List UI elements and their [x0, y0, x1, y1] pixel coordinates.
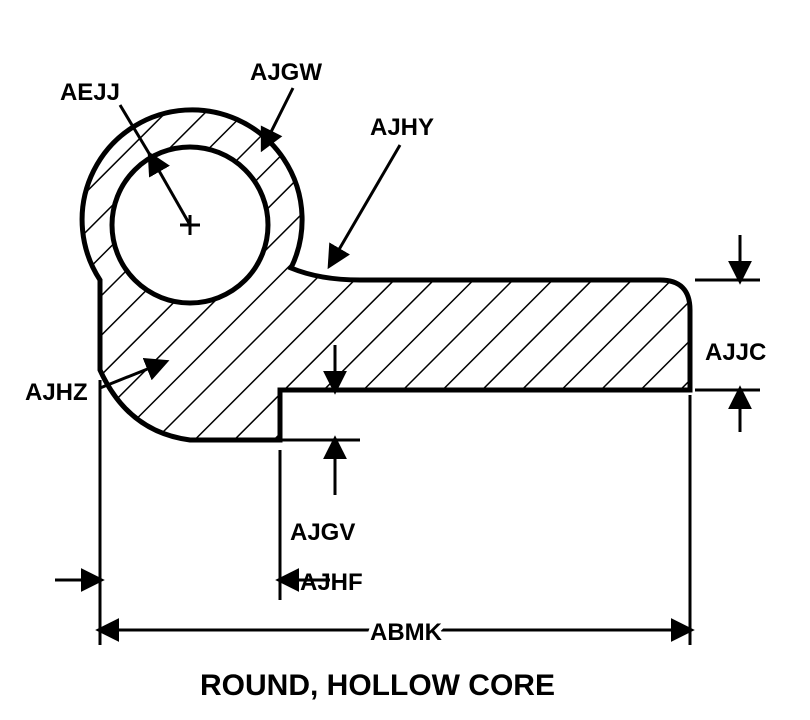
ajjc-dimension [695, 235, 760, 432]
ajhy-label: AJHY [370, 114, 434, 141]
abmk-label: ABMK [370, 619, 443, 646]
ajhz-label: AJHZ [25, 379, 88, 406]
aejj-label: AEJJ [60, 79, 120, 106]
ajgw-label: AJGW [250, 59, 322, 86]
ajgw-leader [263, 88, 293, 148]
ajhy-leader [330, 145, 400, 265]
diagram-title: ROUND, HOLLOW CORE [200, 669, 555, 702]
ajjc-label: AJJC [705, 339, 766, 366]
diagram-canvas: AEJJ AJGW AJHY AJHZ AJGV AJHF AJJC ABMK … [0, 0, 810, 720]
ajhf-label: AJHF [300, 569, 363, 596]
ajgv-label: AJGV [290, 519, 355, 546]
